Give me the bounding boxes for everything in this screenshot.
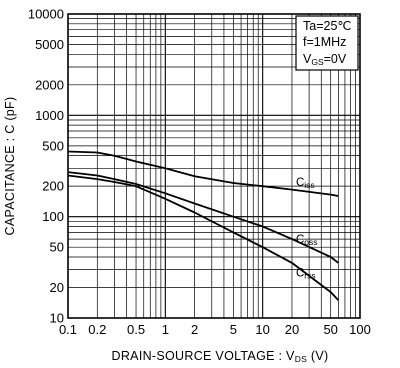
series-line-ciss [67,150,339,197]
series-line-coss [67,171,339,264]
series-label-coss: Coss [296,234,318,247]
y-axis-title: CAPACITANCE : C (pF) [3,97,17,236]
y-tick-label: 10 [50,311,64,326]
y-tick-label: 20 [50,280,64,295]
condition-gate-voltage: VGS=0V [303,52,347,67]
curves [67,150,340,301]
y-tick-label: 200 [42,179,64,194]
x-tick-label: 1 [162,322,169,337]
plot-frame [67,13,361,319]
x-tick-label: 2 [191,322,198,337]
y-tick-label: 100 [42,209,64,224]
y-tick-label: 1000 [35,108,64,123]
x-tick-label: 50 [323,322,337,337]
condition-frequency: f=1MHz [303,35,346,49]
condition-temperature: Ta=25℃ [303,19,351,33]
tick-labels: 0.1 0.2 0.5 1 2 5 10 20 50 100 10 20 50 100 200 500 1000… [28,7,371,338]
y-tick-label: 10000 [28,7,64,22]
y-tick-label: 500 [42,138,64,153]
series-line-crss [67,174,340,301]
x-tick-label: 0.5 [127,322,145,337]
series-label-ciss: Ciss [296,177,315,190]
y-tick-label: 5000 [35,37,64,52]
x-tick-label: 5 [230,322,237,337]
conditions-box: Ta=25℃ f=1MHz VGS=0V [295,15,359,71]
series-label-crss: Crss [296,268,316,281]
x-tick-label: 20 [285,322,299,337]
x-tick-label: 100 [349,322,371,337]
y-tick-label: 50 [50,240,64,255]
x-tick-label: 0.2 [88,322,106,337]
y-tick-label: 2000 [35,77,64,92]
x-tick-label: 0.1 [59,322,77,337]
curve-labels: Ciss Coss Crss [296,177,318,281]
conditions-box-frame [295,15,359,71]
x-tick-label: 10 [255,322,269,337]
x-axis-title: DRAIN-SOURCE VOLTAGE : VDS (V) [112,349,329,364]
